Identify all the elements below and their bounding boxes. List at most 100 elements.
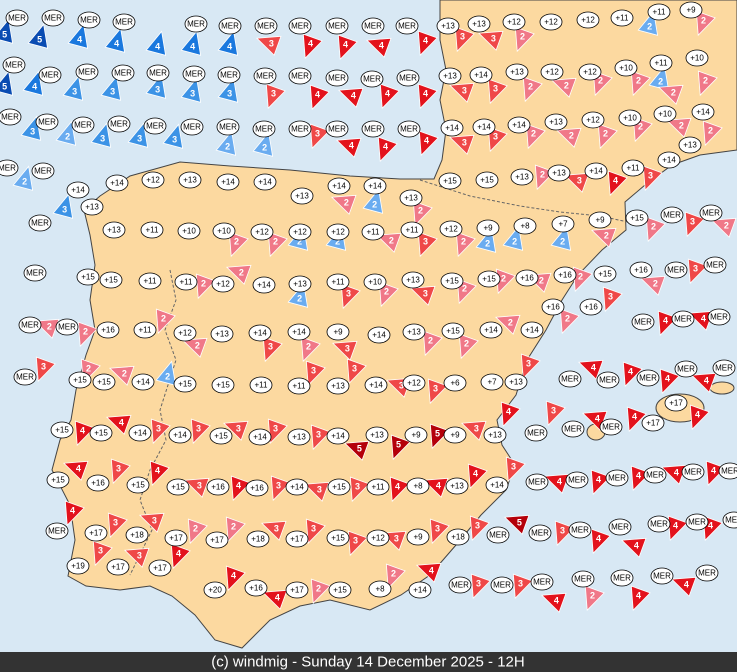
temperature-label: +11 (255, 381, 269, 390)
temperature-marker: +17 (285, 581, 309, 599)
temperature-label: MER (149, 69, 167, 78)
wind-triangle (702, 120, 723, 147)
temperature-label: +13 (370, 431, 384, 440)
temperature-marker: +11 (326, 273, 350, 291)
wind-force: 4 (557, 477, 562, 487)
wind-force: 3 (355, 482, 360, 492)
wind-triangle (123, 547, 150, 568)
temperature-marker: +10 (212, 222, 236, 240)
wind-arrow: 3 (180, 77, 202, 103)
temperature-marker: +13 (402, 323, 426, 341)
wind-triangle (343, 440, 370, 461)
temperature-label: +18 (451, 533, 465, 542)
temperature-marker: +12 (540, 63, 564, 81)
temperature-marker: MER (647, 515, 671, 533)
wind-arrow: 4 (667, 515, 688, 542)
temperature-marker: MER (568, 521, 592, 539)
temperature-label: +13 (549, 118, 563, 127)
wind-force: 2 (193, 524, 198, 534)
wind-force: 2 (724, 221, 729, 231)
marker-oval (408, 581, 432, 599)
marker-oval (325, 69, 349, 87)
temperature-marker: +11 (174, 273, 198, 291)
wind-arrow: 4 (417, 83, 438, 110)
wind-force: 3 (155, 84, 160, 94)
wind-triangle (105, 414, 132, 435)
wind-triangle (505, 456, 526, 483)
temperature-label: +9 (333, 328, 343, 337)
marker-oval (216, 118, 240, 136)
temperature-marker: MER (254, 17, 278, 35)
wind-force: 3 (156, 424, 161, 434)
marker-oval (540, 63, 564, 81)
temperature-label: +15 (81, 273, 95, 282)
temperature-label: +11 (144, 277, 158, 286)
marker-oval (361, 120, 385, 138)
wind-arrow: 4 (607, 170, 628, 197)
temperature-label: +14 (525, 326, 539, 335)
wind-arrow: 4 (577, 359, 604, 380)
temperature-marker: MER (107, 115, 131, 133)
wind-force: 4 (114, 38, 119, 48)
temperature-label: +13 (85, 203, 99, 212)
temperature-marker: +16 (629, 261, 653, 279)
temperature-label: MER (291, 22, 309, 31)
wind-triangle (667, 515, 688, 542)
temperature-label: MER (255, 125, 273, 134)
wind-arrow: 2 (155, 308, 176, 335)
marker-oval (657, 151, 681, 169)
wind-force: 3 (273, 424, 278, 434)
wind-force: 3 (172, 134, 177, 144)
wind-triangle (0, 18, 14, 44)
temperature-marker: +9 (404, 426, 428, 444)
marker-oval (325, 120, 349, 138)
marker-oval (596, 371, 620, 389)
temperature-label: MER (398, 22, 416, 31)
wind-arrow: 3 (331, 340, 358, 361)
wind-arrow: 2 (215, 130, 237, 156)
marker-oval (480, 373, 504, 391)
wind-arrow: 4 (302, 33, 323, 60)
marker-oval (366, 478, 390, 496)
wind-arrow: 3 (183, 477, 210, 498)
wind-triangle (657, 84, 684, 105)
marker-oval (649, 54, 673, 72)
wind-arrow: 3 (460, 420, 487, 441)
wind-arrow: 5 (0, 18, 14, 44)
wind-triangle (217, 30, 239, 56)
wind-force: 3 (137, 551, 142, 561)
temperature-marker: +13 (678, 136, 702, 154)
temperature-marker: +14 (168, 426, 192, 444)
marker-oval (647, 515, 671, 533)
temperature-label: MER (115, 18, 133, 27)
temperature-marker: +11 (366, 478, 390, 496)
temperature-marker: +17 (641, 414, 665, 432)
temperature-marker: MER (361, 120, 385, 138)
wind-triangle (689, 404, 710, 431)
wind-triangle (418, 130, 439, 157)
temperature-marker: +14 (408, 581, 432, 599)
temperature-label: +16 (250, 484, 264, 493)
temperature-marker: +9 (588, 211, 612, 229)
wind-force: 2 (658, 76, 663, 86)
temperature-marker: +13 (326, 377, 350, 395)
temperature-label: MER (31, 219, 49, 228)
marker-oval (203, 581, 227, 599)
wind-triangle (503, 514, 530, 535)
marker-oval (504, 373, 528, 391)
marker-oval (712, 359, 736, 377)
wind-triangle (525, 123, 546, 150)
temperature-marker: +8 (513, 217, 537, 235)
temperature-label: +17 (169, 534, 183, 543)
wind-arrow: 4 (670, 576, 697, 597)
wind-force: 3 (315, 129, 320, 139)
temperature-label: +17 (89, 529, 103, 538)
temperature-marker: MER (13, 368, 37, 386)
temperature-label: MER (684, 468, 702, 477)
marker-oval (367, 326, 391, 344)
wind-triangle (467, 463, 488, 490)
temperature-marker: +16 (206, 478, 230, 496)
temperature-marker: +13 (290, 187, 314, 205)
temperature-marker: +12 (576, 11, 600, 29)
